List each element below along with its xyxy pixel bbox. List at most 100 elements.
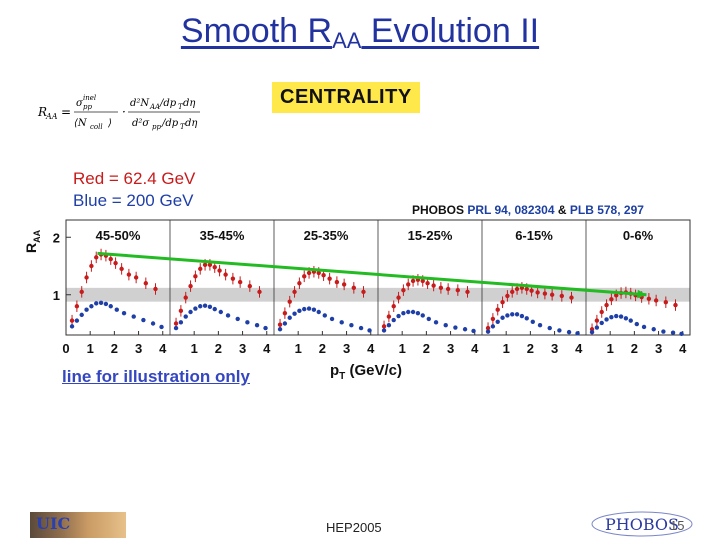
red-data-point — [292, 289, 297, 295]
panel-label: 15-25% — [408, 228, 453, 243]
red-data-point — [510, 289, 515, 295]
blue-data-point — [141, 317, 146, 323]
svg-text:R: R — [37, 105, 47, 119]
blue-data-point — [537, 323, 543, 328]
blue-data-point — [623, 316, 629, 321]
blue-data-point — [634, 321, 639, 327]
x-tick-label: 1 — [191, 341, 198, 356]
blue-data-point — [628, 318, 633, 323]
phobos-logo-text: PHOBOS — [605, 515, 679, 534]
red-data-point — [594, 318, 600, 323]
uic-logo-text: UIC — [36, 514, 71, 533]
blue-data-point — [670, 330, 676, 335]
blue-data-point — [183, 314, 188, 319]
red-data-point — [119, 266, 124, 272]
blue-data-point — [401, 310, 406, 316]
x-tick-label: 2 — [423, 341, 430, 356]
red-data-point — [425, 281, 430, 286]
blue-data-point — [218, 309, 223, 315]
blue-data-point — [322, 313, 327, 318]
svg-text:=: = — [61, 105, 71, 119]
blue-data-point — [410, 309, 416, 315]
blue-data-point — [519, 313, 525, 319]
blue-data-point — [287, 315, 292, 320]
blue-data-point — [98, 300, 104, 305]
blue-data-point — [530, 319, 535, 324]
svg-text:T: T — [178, 103, 184, 111]
red-data-point — [438, 285, 444, 291]
panel-label: 45-50% — [96, 228, 141, 243]
panel-label: 6-15% — [515, 228, 553, 243]
x-tick-label: 0 — [62, 341, 69, 356]
red-data-point — [391, 304, 396, 309]
red-data-point — [212, 264, 217, 270]
red-data-point — [361, 289, 366, 295]
red-data-point — [207, 262, 213, 268]
red-data-point — [287, 299, 292, 304]
blue-data-point — [618, 314, 624, 319]
svg-text:d²N: d²N — [130, 98, 150, 109]
blue-data-point — [121, 310, 127, 316]
red-data-point — [84, 275, 89, 280]
blue-data-point — [89, 304, 94, 309]
red-data-point — [420, 278, 425, 284]
red-data-point — [79, 289, 84, 295]
blue-data-point — [69, 324, 75, 329]
blue-data-point — [575, 331, 580, 336]
x-tick-label: 3 — [239, 341, 246, 356]
red-data-point — [126, 272, 132, 277]
red-data-point — [401, 287, 406, 293]
blue-data-point — [661, 329, 666, 334]
x-tick-label: 2 — [319, 341, 326, 356]
blue-data-point — [188, 309, 193, 315]
red-data-point — [143, 281, 149, 286]
blue-data-point — [490, 324, 496, 329]
x-tick-label: 3 — [551, 341, 558, 356]
blue-data-point — [108, 304, 113, 309]
blue-data-point — [349, 323, 354, 328]
y-tick-label: 1 — [53, 288, 60, 303]
red-data-point — [334, 279, 340, 285]
red-data-point — [646, 296, 652, 301]
blue-data-point — [297, 308, 302, 314]
blue-data-point — [566, 329, 572, 335]
blue-data-point — [225, 313, 231, 318]
blue-data-point — [443, 323, 448, 328]
red-data-point — [202, 262, 208, 268]
red-data-point — [113, 260, 118, 266]
svg-text:AA: AA — [45, 112, 58, 121]
red-data-point — [316, 270, 321, 276]
red-data-point — [663, 300, 669, 305]
svg-text:T: T — [180, 123, 186, 131]
slide-title: Smooth RAA Evolution II — [0, 12, 720, 54]
blue-data-point — [391, 317, 396, 323]
red-data-point — [505, 293, 510, 299]
red-data-point — [183, 295, 188, 300]
red-data-point — [74, 304, 80, 309]
red-data-point — [445, 286, 451, 292]
x-tick-label: 1 — [295, 341, 302, 356]
red-data-point — [302, 274, 307, 279]
blue-data-point — [207, 304, 213, 310]
title-main: Smooth R — [180, 12, 333, 50]
x-tick-label: 3 — [655, 341, 662, 356]
legend-blue: Blue = 200 GeV — [73, 191, 194, 210]
blue-data-point — [94, 301, 99, 306]
x-axis-title-sub: T — [339, 371, 346, 382]
y-tick-label: 2 — [53, 230, 60, 245]
svg-text:dη: dη — [185, 118, 197, 129]
blue-data-point — [505, 313, 510, 318]
red-data-point — [321, 273, 326, 278]
blue-data-point — [604, 317, 609, 322]
svg-text:⟩: ⟩ — [107, 118, 112, 129]
legend-red: Red = 62.4 GeV — [73, 169, 196, 188]
red-data-point — [500, 300, 505, 305]
blue-data-point — [198, 304, 203, 309]
blue-data-point — [510, 312, 515, 317]
x-tick-label: 2 — [111, 341, 118, 356]
blue-data-point — [514, 312, 520, 317]
red-data-point — [178, 308, 184, 314]
x-tick-label: 1 — [607, 341, 614, 356]
blue-data-point — [547, 325, 552, 331]
uic-logo: UIC — [30, 512, 126, 538]
